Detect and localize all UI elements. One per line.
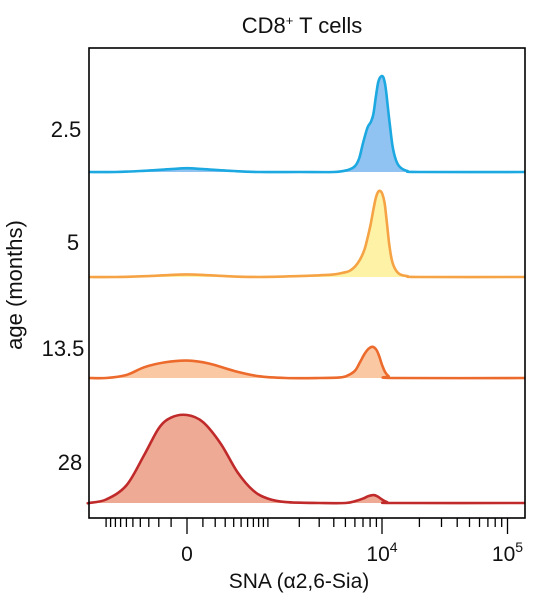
- x-tick-label: 0: [181, 543, 193, 566]
- histogram-row-13.5: [88, 345, 526, 380]
- plot-frame: [88, 47, 526, 519]
- histogram-fill: [89, 76, 525, 173]
- histogram-row-2.5: [88, 74, 526, 174]
- age-labels: 2.5 5 13.5 28: [42, 117, 85, 475]
- age-label: 13.5: [42, 336, 85, 361]
- age-label: 5: [67, 230, 79, 255]
- x-axis-ticks: [105, 518, 509, 534]
- histogram-line: [88, 345, 526, 380]
- histogram-row-5: [88, 189, 526, 279]
- histogram-row-28: [86, 413, 526, 505]
- y-axis-label: age (months): [2, 220, 27, 350]
- age-label: 2.5: [51, 117, 82, 142]
- histogram-fill: [87, 414, 525, 504]
- histogram-line: [88, 189, 526, 279]
- x-tick-label: 105: [492, 539, 523, 566]
- histogram-rows: [86, 74, 526, 505]
- histogram-fill: [89, 190, 525, 278]
- histogram-line: [88, 74, 526, 174]
- age-label: 28: [58, 450, 82, 475]
- histogram-fill: [89, 346, 525, 379]
- x-axis-label: SNA (α2,6-Sia): [229, 570, 370, 593]
- x-axis-tick-labels: 0 104 105: [181, 539, 523, 566]
- chart-title: CD8+ T cells: [242, 13, 363, 38]
- histogram-line: [86, 413, 526, 505]
- x-tick-label: 104: [366, 539, 397, 566]
